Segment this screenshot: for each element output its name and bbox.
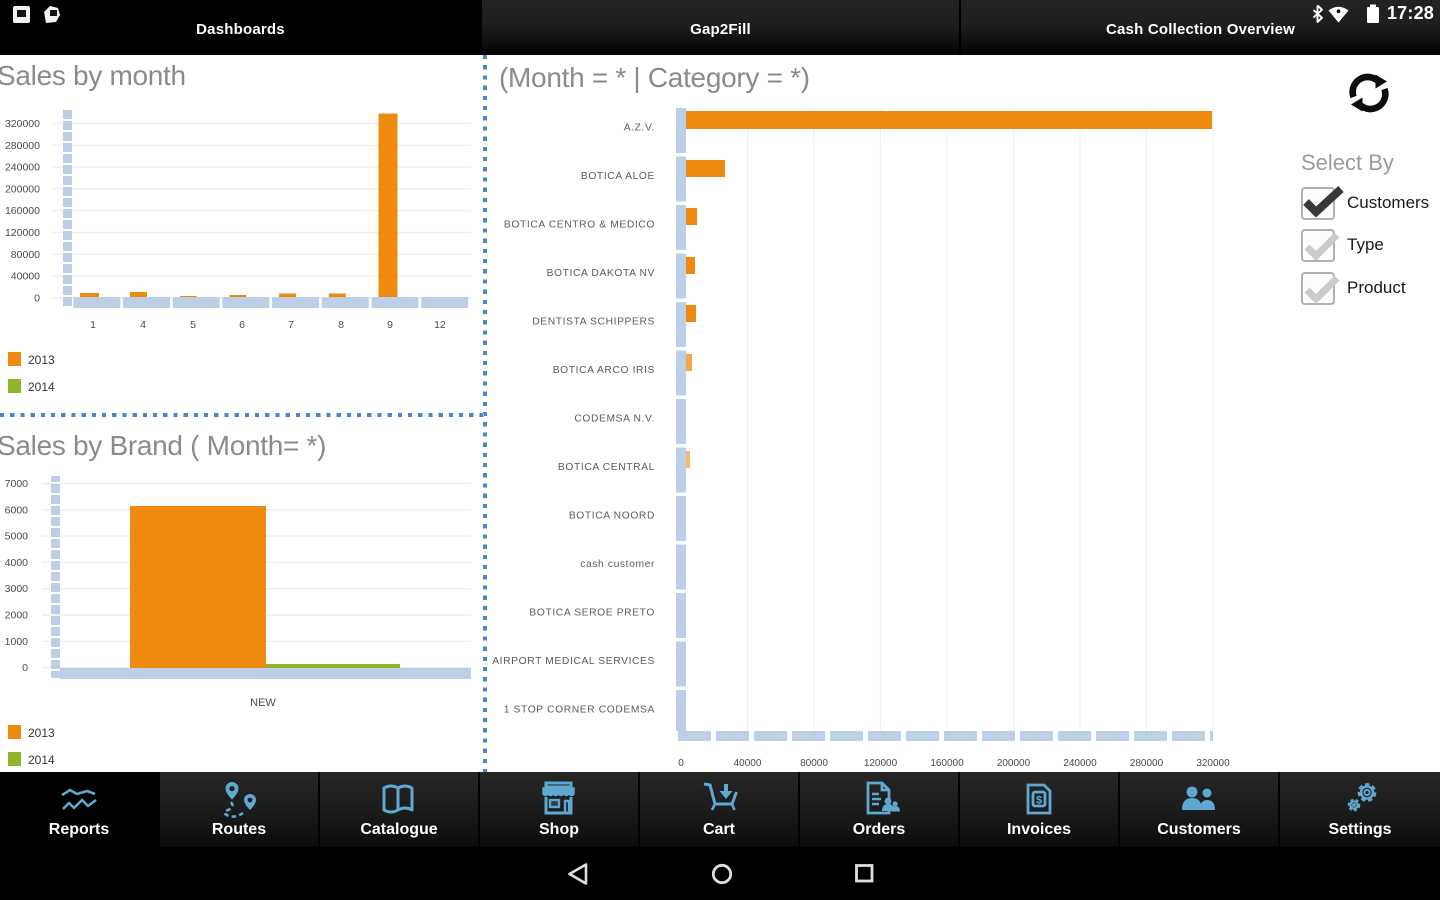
svg-text:40000: 40000 <box>11 271 40 283</box>
svg-text:2014: 2014 <box>28 753 55 767</box>
svg-text:3000: 3000 <box>5 583 29 595</box>
svg-text:240000: 240000 <box>5 162 40 174</box>
svg-text:4000: 4000 <box>5 557 29 569</box>
svg-text:$: $ <box>1036 795 1042 807</box>
svg-text:2000: 2000 <box>5 610 29 622</box>
svg-text:280000: 280000 <box>1130 758 1164 769</box>
svg-text:5: 5 <box>190 319 196 331</box>
svg-text:BOTICA SEROE PRETO: BOTICA SEROE PRETO <box>529 608 655 619</box>
svg-text:0: 0 <box>34 292 40 304</box>
svg-text:BOTICA DAKOTA NV: BOTICA DAKOTA NV <box>547 268 655 279</box>
svg-text:5000: 5000 <box>5 531 29 543</box>
svg-text:160000: 160000 <box>930 758 964 769</box>
svg-text:1000: 1000 <box>5 636 29 648</box>
svg-text:40000: 40000 <box>734 758 762 769</box>
svg-text:0: 0 <box>22 662 28 674</box>
svg-text:BOTICA CENTRO & MEDICO: BOTICA CENTRO & MEDICO <box>504 220 655 231</box>
svg-text:12: 12 <box>434 319 446 331</box>
svg-text:4: 4 <box>140 319 146 331</box>
svg-text:6: 6 <box>239 319 245 331</box>
svg-text:7: 7 <box>288 319 294 331</box>
svg-text:7000: 7000 <box>5 478 29 490</box>
svg-text:NEW: NEW <box>250 697 276 709</box>
svg-text:320000: 320000 <box>5 118 40 130</box>
svg-text:6000: 6000 <box>5 504 29 516</box>
svg-text:280000: 280000 <box>5 140 40 152</box>
svg-text:8: 8 <box>338 319 344 331</box>
svg-text:80000: 80000 <box>800 758 828 769</box>
svg-text:2013: 2013 <box>28 353 55 367</box>
svg-text:2013: 2013 <box>28 726 55 740</box>
svg-text:200000: 200000 <box>5 183 40 195</box>
svg-text:CODEMSA N.V.: CODEMSA N.V. <box>574 414 655 425</box>
svg-text:320000: 320000 <box>1196 758 1230 769</box>
svg-text:1: 1 <box>90 319 96 331</box>
svg-text:DENTISTA SCHIPPERS: DENTISTA SCHIPPERS <box>532 317 655 328</box>
svg-text:160000: 160000 <box>5 205 40 217</box>
svg-text:AIRPORT MEDICAL SERVICES: AIRPORT MEDICAL SERVICES <box>492 656 655 667</box>
svg-text:240000: 240000 <box>1063 758 1097 769</box>
svg-text:120000: 120000 <box>5 227 40 239</box>
svg-text:0: 0 <box>678 758 684 769</box>
svg-text:1 STOP CORNER CODEMSA: 1 STOP CORNER CODEMSA <box>504 705 655 716</box>
svg-text:200000: 200000 <box>997 758 1031 769</box>
svg-text:BOTICA CENTRAL: BOTICA CENTRAL <box>558 462 655 473</box>
svg-text:cash customer: cash customer <box>580 559 655 570</box>
svg-text:80000: 80000 <box>11 249 40 261</box>
svg-text:BOTICA NOORD: BOTICA NOORD <box>569 511 655 522</box>
svg-text:9: 9 <box>387 319 393 331</box>
svg-text:BOTICA ALOE: BOTICA ALOE <box>581 171 655 182</box>
svg-text:120000: 120000 <box>864 758 898 769</box>
svg-text:2014: 2014 <box>28 380 55 394</box>
svg-text:A.Z.V.: A.Z.V. <box>624 123 655 134</box>
svg-text:BOTICA ARCO IRIS: BOTICA ARCO IRIS <box>553 365 655 376</box>
